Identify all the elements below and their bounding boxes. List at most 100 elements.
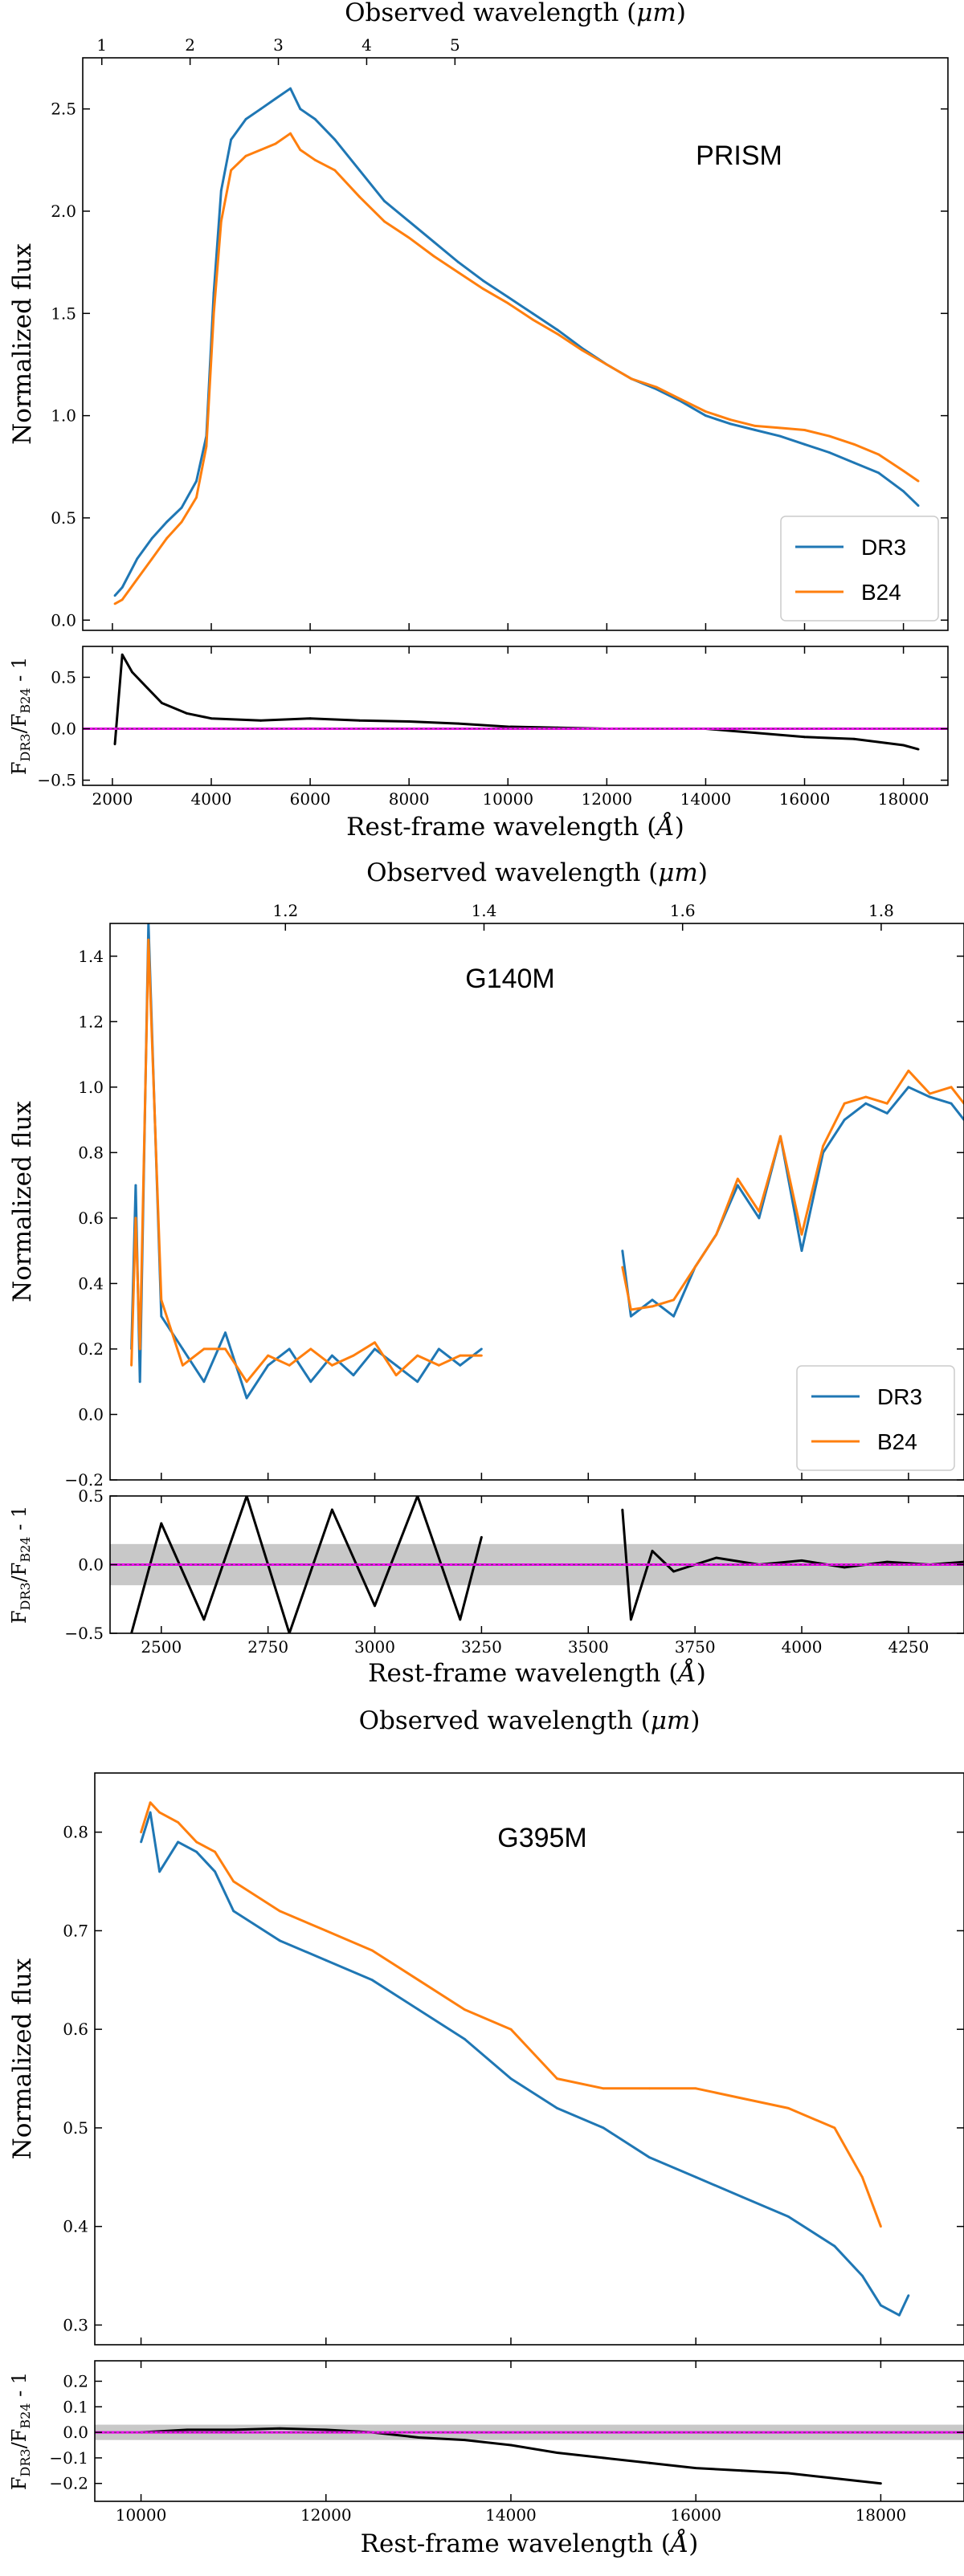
prism-ratio-point — [308, 717, 312, 720]
prism-point-b24 — [244, 154, 247, 157]
prism-top-tick-label: 3 — [273, 35, 284, 55]
prism-ratio-point — [729, 729, 732, 732]
prism-point-b24 — [827, 434, 831, 438]
g395m-ratio-point — [186, 2428, 189, 2431]
prism-point-b24 — [754, 425, 757, 427]
g140m-y-tick-label: 1.0 — [78, 1078, 104, 1097]
g140m-point-b24 — [352, 1354, 355, 1357]
prism-point-b24 — [877, 453, 880, 456]
prism-point-dr3 — [482, 279, 484, 282]
prism-ratio-point — [407, 720, 411, 723]
g395m-point-b24 — [602, 2087, 605, 2090]
prism-point-dr3 — [877, 471, 880, 475]
g395m-ratio-point — [464, 2439, 466, 2442]
g140m-point-dr3 — [864, 1102, 868, 1105]
prism-top-tick-label: 2 — [185, 35, 195, 55]
g395m-ratio-y-tick-label: 0.0 — [63, 2423, 88, 2442]
g140m-ratio-axis-title: FDR3/FB24 - 1 — [8, 1506, 33, 1624]
prism-ratio-point — [185, 711, 188, 715]
g140m-y-tick-label: 1.4 — [78, 947, 104, 966]
g140m-point-b24 — [130, 1363, 133, 1367]
g140m-x-tick-label: 3250 — [461, 1637, 502, 1657]
prism-point-dr3 — [432, 240, 435, 243]
prism-point-dr3 — [219, 190, 223, 192]
prism-point-b24 — [230, 169, 232, 172]
g395m-point-b24 — [509, 2028, 513, 2031]
prism-x-tick-label: 14000 — [680, 789, 732, 809]
prism-panel-label: PRISM — [696, 141, 782, 171]
prism-ratio-point — [754, 732, 757, 734]
g140m-point-b24 — [843, 1102, 846, 1105]
g140m-main-frame — [109, 923, 964, 1481]
g140m-ratio-point — [374, 1604, 376, 1608]
prism-series-b24 — [114, 132, 919, 605]
prism-point-b24 — [299, 149, 302, 152]
g395m-point-dr3 — [861, 2274, 864, 2277]
prism-point-b24 — [407, 236, 411, 239]
g140m-top-axis-title: Observed wavelength (μm) — [366, 858, 708, 887]
g140m-ratio-point — [160, 1522, 163, 1525]
g395m-ratio-point — [786, 2472, 790, 2475]
prism-point-b24 — [136, 577, 139, 581]
prism-ratio-y-tick-label: −0.5 — [37, 771, 76, 790]
g395m-point-dr3 — [158, 1870, 161, 1873]
prism-point-b24 — [120, 598, 124, 601]
g395m-x-tick-label: 18000 — [856, 2505, 907, 2525]
g395m-point-dr3 — [741, 2195, 744, 2199]
g140m-ratio-point — [885, 1560, 888, 1563]
g395m-panel-label: G395M — [497, 1823, 587, 1853]
g140m-y-tick-label: 0.8 — [78, 1143, 104, 1162]
prism-point-b24 — [219, 220, 223, 223]
prism-legend-label-dr3: DR3 — [861, 535, 906, 560]
g140m-y-tick-label: 0.4 — [78, 1274, 104, 1293]
g395m-ratio-point — [741, 2469, 744, 2472]
g140m-series-b24 — [130, 938, 964, 1384]
g140m-point-dr3 — [630, 1314, 632, 1318]
prism-y-axis-title: Normalized flux — [8, 243, 37, 445]
g140m-point-b24 — [394, 1374, 398, 1376]
g140m-point-b24 — [907, 1070, 910, 1072]
g395m-main-frame — [94, 1772, 964, 2346]
g395m-point-b24 — [278, 1910, 281, 1913]
prism-point-dr3 — [778, 434, 782, 438]
g140m-point-dr3 — [758, 1217, 761, 1220]
g395m-ratio-axis-title: FDR3/FB24 - 1 — [8, 2372, 33, 2490]
g395m-point-dr3 — [556, 2107, 558, 2109]
prism-ratio-axis-title: FDR3/FB24 - 1 — [8, 657, 33, 775]
prism-ratio-point — [120, 653, 124, 656]
prism-point-b24 — [482, 287, 484, 291]
prism-point-dr3 — [230, 138, 232, 141]
prism-y-tick-label: 2.0 — [51, 202, 76, 221]
prism-ratio-point — [113, 743, 116, 746]
g395m-point-dr3 — [880, 2304, 882, 2307]
g140m-point-dr3 — [459, 1363, 462, 1367]
prism-ratio-series — [113, 653, 919, 751]
g395m-point-dr3 — [417, 2008, 420, 2011]
g140m-point-dr3 — [672, 1314, 675, 1318]
g395m-point-b24 — [694, 2087, 697, 2090]
prism-ratio-point — [457, 722, 460, 725]
g140m-panel-label: G140M — [465, 964, 555, 994]
g395m-ratio-y-tick-label: −0.2 — [49, 2474, 88, 2493]
g395m-point-b24 — [556, 2077, 558, 2081]
prism-top-tick-label: 5 — [450, 35, 460, 55]
prism-top-tick-label: 1 — [96, 35, 107, 55]
g140m-point-dr3 — [885, 1112, 888, 1115]
g140m-point-dr3 — [224, 1331, 227, 1334]
g140m-point-b24 — [374, 1341, 376, 1344]
g140m-legend-box — [796, 1365, 955, 1471]
g395m-y-tick-label: 0.8 — [63, 1823, 88, 1842]
g395m-point-b24 — [325, 1930, 328, 1932]
g140m-point-dr3 — [950, 1102, 953, 1105]
prism-point-dr3 — [917, 504, 920, 507]
prism-point-b24 — [803, 429, 806, 431]
g140m-point-dr3 — [267, 1363, 270, 1367]
g140m-point-b24 — [630, 1308, 632, 1311]
prism-point-b24 — [655, 385, 658, 389]
g395m-point-dr3 — [907, 2294, 910, 2297]
g395m-point-b24 — [786, 2107, 790, 2109]
prism-point-dr3 — [180, 506, 183, 509]
prism-point-dr3 — [407, 220, 411, 223]
prism-point-dr3 — [358, 169, 361, 172]
prism-ratio-lines — [83, 653, 948, 751]
